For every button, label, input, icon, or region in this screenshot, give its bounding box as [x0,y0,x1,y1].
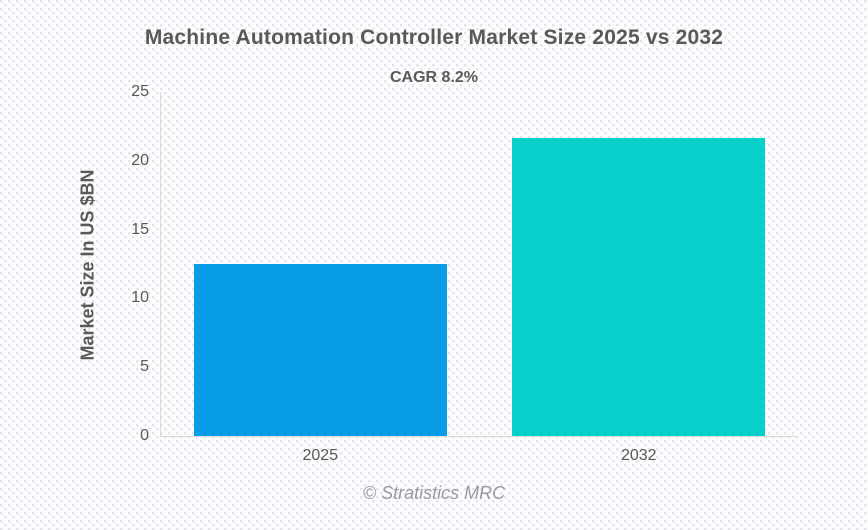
bar-2025 [193,264,447,436]
x-tick-label-2025: 2025 [302,447,339,464]
y-tick-label-0: 0 [140,427,149,444]
bar-2032 [512,137,766,436]
y-tick-label-25: 25 [131,83,149,100]
y-axis-title: Market Size In US $BN [77,169,98,361]
plot-area: 0 5 10 15 20 25 2025 2032 [131,84,798,464]
x-tick-label-2032: 2032 [620,447,657,464]
chart-subtitle: CAGR 8.2% [389,69,479,86]
chart-title: Machine Automation Controller Market Siz… [144,26,724,49]
attribution-text: © Stratistics MRC [362,483,506,503]
y-tick-label-10: 10 [131,289,149,307]
y-tick-label-5: 5 [140,358,149,376]
y-tick-label-20: 20 [131,151,149,169]
y-tick-label-15: 15 [131,220,149,238]
